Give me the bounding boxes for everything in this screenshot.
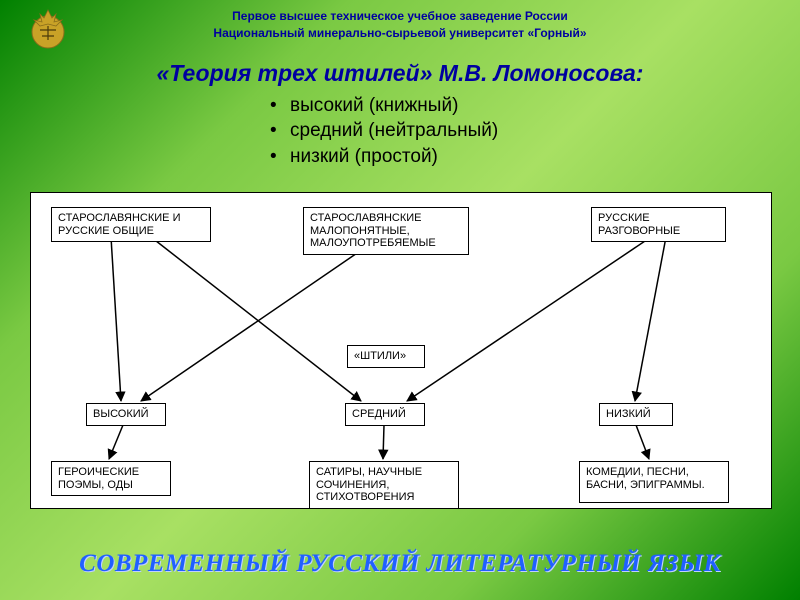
bullet-list: высокий (книжный) средний (нейтральный) … <box>0 93 800 170</box>
footer: СОВРЕМЕННЫЙ РУССКИЙ ЛИТЕРАТУРНЫЙ ЯЗЫК <box>0 550 800 578</box>
flowchart-node: «ШТИЛИ» <box>347 345 425 368</box>
flowchart-node: САТИРЫ, НАУЧНЫЕ СОЧИНЕНИЯ, СТИХОТВОРЕНИЯ <box>309 461 459 509</box>
footer-text: СОВРЕМЕННЫЙ РУССКИЙ ЛИТЕРАТУРНЫЙ ЯЗЫК <box>79 550 721 577</box>
bullet-item: высокий (книжный) <box>290 93 800 119</box>
flowchart-node: СРЕДНИЙ <box>345 403 425 426</box>
flowchart-node: НИЗКИЙ <box>599 403 673 426</box>
page-title: «Теория трех штилей» М.В. Ломоносова: <box>0 60 800 87</box>
flowchart-node: РУССКИЕ РАЗГОВОРНЫЕ <box>591 207 726 242</box>
university-crest-icon <box>26 6 70 50</box>
header: Первое высшее техническое учебное заведе… <box>0 0 800 42</box>
bullet-item: низкий (простой) <box>290 144 800 170</box>
bullet-item: средний (нейтральный) <box>290 118 800 144</box>
header-line-1: Первое высшее техническое учебное заведе… <box>0 8 800 25</box>
flowchart-node: ВЫСОКИЙ <box>86 403 166 426</box>
flowchart: СТАРОСЛАВЯНСКИЕ И РУССКИЕ ОБЩИЕ СТАРОСЛАВ… <box>30 192 772 509</box>
flowchart-node: ГЕРОИЧЕСКИЕ ПОЭМЫ, ОДЫ <box>51 461 171 496</box>
flowchart-node: СТАРОСЛАВЯНСКИЕ И РУССКИЕ ОБЩИЕ <box>51 207 211 242</box>
flowchart-node: СТАРОСЛАВЯНСКИЕ МАЛОПОНЯТНЫЕ, МАЛОУПОТРЕ… <box>303 207 469 255</box>
slide: Первое высшее техническое учебное заведе… <box>0 0 800 600</box>
header-line-2: Национальный минерально-сырьевой универс… <box>0 25 800 42</box>
flowchart-node: КОМЕДИИ, ПЕСНИ, БАСНИ, ЭПИГРАММЫ. <box>579 461 729 503</box>
